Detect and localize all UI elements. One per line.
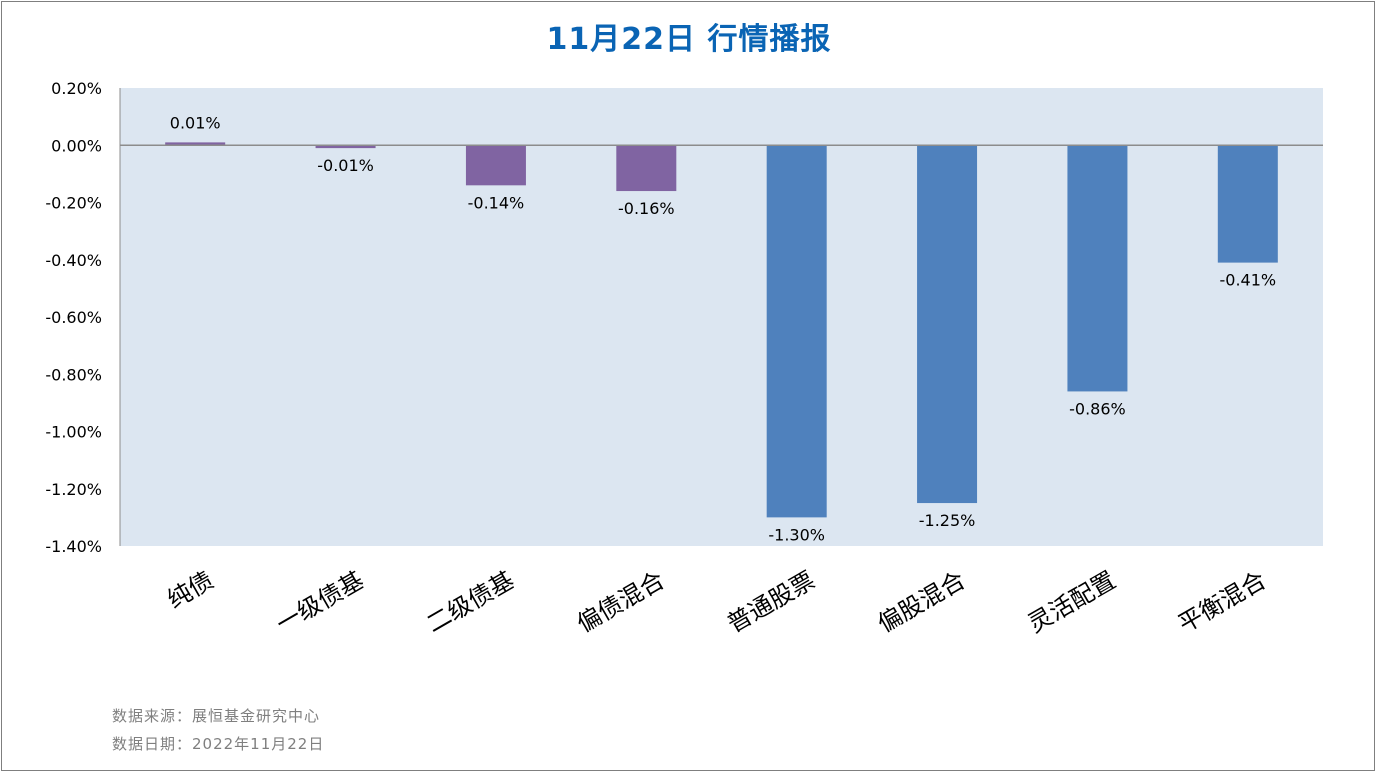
data-date-note: 数据日期：2022年11月22日 [112, 735, 325, 753]
y-tick-label: 0.20% [51, 79, 102, 98]
x-tick-label: 偏股混合 [873, 566, 970, 638]
bar [917, 145, 978, 504]
x-tick-label: 普通股票 [723, 566, 820, 638]
y-tick-label: -1.00% [45, 423, 102, 442]
bar [165, 142, 226, 146]
data-label: -0.41% [1220, 271, 1277, 290]
bar [616, 145, 677, 192]
data-source-note: 数据来源：展恒基金研究中心 [112, 707, 321, 725]
y-tick-label: 0.00% [51, 136, 102, 155]
bar [465, 145, 526, 186]
y-tick-label: -1.20% [45, 480, 102, 499]
x-tick-label: 一级债基 [271, 566, 368, 638]
data-label: -1.30% [768, 525, 825, 544]
chart-title: 11月22日 行情播报 [546, 22, 832, 57]
x-tick-label: 纯债 [163, 566, 219, 614]
bar [766, 145, 827, 518]
y-tick-label: -0.60% [45, 308, 102, 327]
data-label: -1.25% [919, 511, 976, 530]
data-label: -0.16% [618, 199, 675, 218]
bar [315, 145, 376, 149]
x-tick-label: 二级债基 [422, 566, 519, 638]
data-label: -0.14% [468, 193, 525, 212]
data-label: -0.86% [1069, 399, 1126, 418]
data-label: 0.01% [170, 113, 221, 132]
x-tick-label: 平衡混合 [1174, 566, 1271, 638]
y-tick-label: -0.40% [45, 251, 102, 270]
y-tick-label: -1.40% [45, 537, 102, 556]
y-tick-label: -0.20% [45, 194, 102, 213]
bar [1217, 145, 1278, 263]
plot-area [120, 88, 1323, 546]
data-label: -0.01% [317, 156, 374, 175]
x-tick-label: 灵活配置 [1023, 566, 1120, 638]
y-tick-label: -0.80% [45, 365, 102, 384]
bar [1067, 145, 1128, 392]
x-tick-label: 偏债混合 [572, 566, 669, 638]
